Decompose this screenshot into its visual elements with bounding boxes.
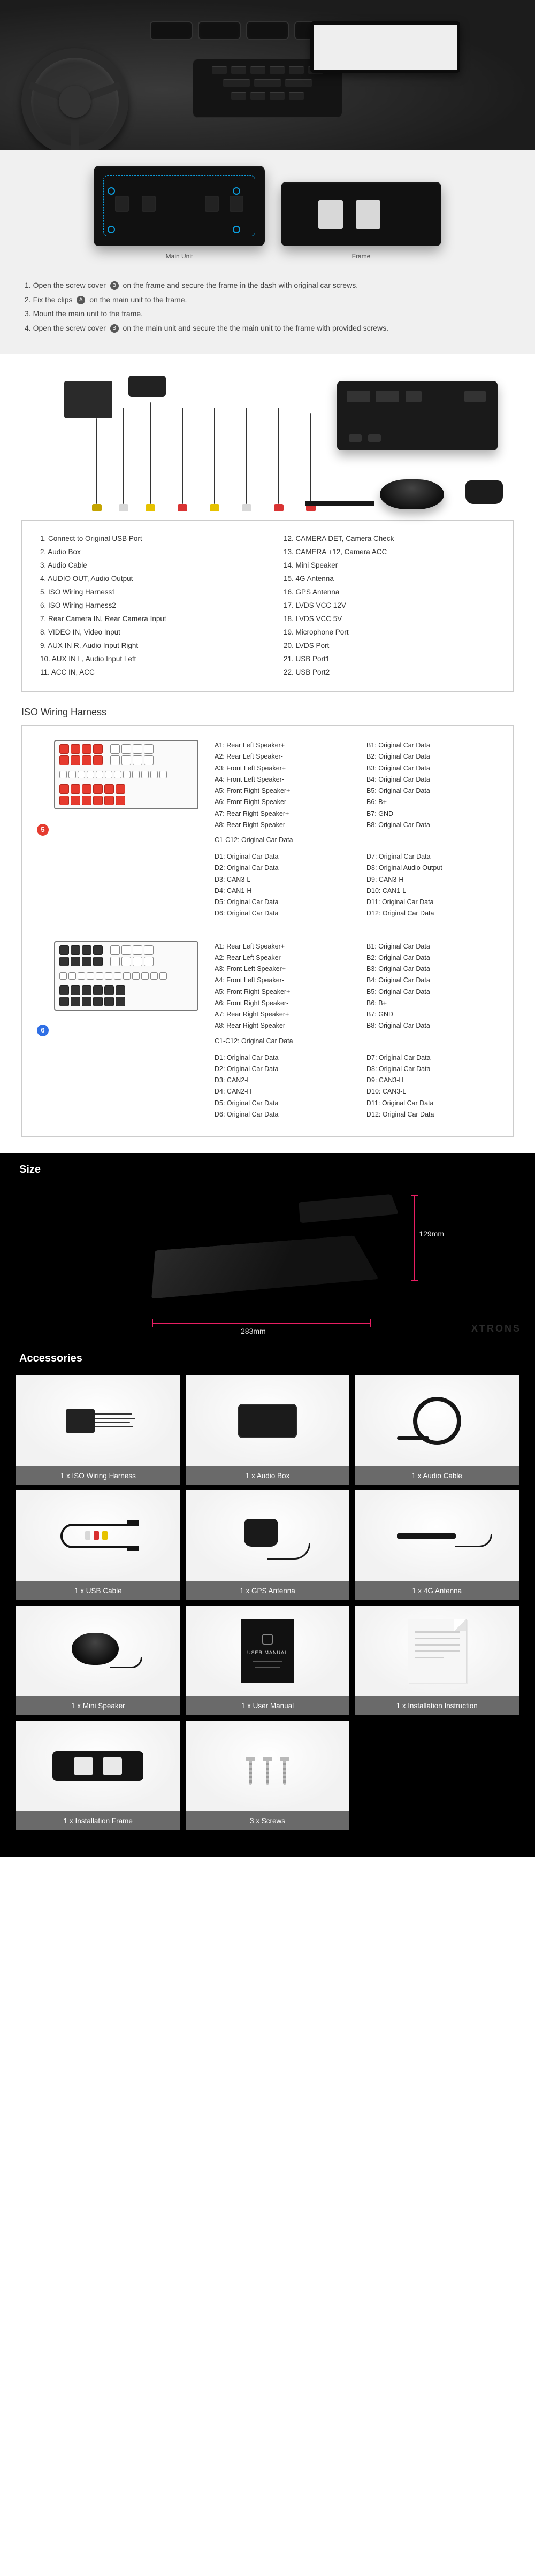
accessory-label: 1 x USB Cable <box>16 1581 180 1600</box>
legend-item: 4. AUDIO OUT, Audio Output <box>40 572 251 586</box>
install-step: 1. Open the screw cover B on the frame a… <box>25 278 514 293</box>
size-section: Size 129mm 283mm XTRONS <box>0 1153 535 1342</box>
legend-item: 20. LVDS Port <box>284 639 495 653</box>
dim-height: 129mm <box>419 1229 444 1238</box>
accessory-image <box>186 1490 350 1581</box>
main-unit-illustration: Main Unit <box>94 166 265 260</box>
accessory-cell: 1 x 4G Antenna <box>355 1490 519 1600</box>
legend-item: 21. USB Port1 <box>284 653 495 666</box>
iso-d-list: D1: Original Car DataD2: Original Car Da… <box>215 1052 497 1121</box>
badge-b-icon: B <box>110 324 119 333</box>
accessories-section: Accessories 1 x ISO Wiring Harness 1 x Au… <box>0 1342 535 1857</box>
legend-item: 16. GPS Antenna <box>284 586 495 599</box>
legend-item: 8. VIDEO IN, Video Input <box>40 626 251 639</box>
wiring-kit-illustration <box>21 370 514 520</box>
install-step: 3. Mount the main unit to the frame. <box>25 307 514 321</box>
legend-item: 13. CAMERA +12, Camera ACC <box>284 546 495 559</box>
steering-wheel-illustration <box>21 48 128 150</box>
legend-item: 10. AUX IN L, Audio Input Left <box>40 653 251 666</box>
dim-width: 283mm <box>241 1327 266 1335</box>
legend-item: 1. Connect to Original USB Port <box>40 532 251 546</box>
legend-item: 12. CAMERA DET, Camera Check <box>284 532 495 546</box>
legend-item: 17. LVDS VCC 12V <box>284 599 495 613</box>
accessory-cell: 1 x Mini Speaker <box>16 1606 180 1715</box>
iso-c-note: C1-C12: Original Car Data <box>215 1037 497 1045</box>
legend-item: 5. ISO Wiring Harness1 <box>40 586 251 599</box>
wiring-kit-area: 1. Connect to Original USB Port2. Audio … <box>0 354 535 1153</box>
main-unit-label: Main Unit <box>94 253 265 260</box>
legend-item: 9. AUX IN R, Audio Input Right <box>40 639 251 653</box>
legend-item: 2. Audio Box <box>40 546 251 559</box>
badge-b-icon: B <box>110 281 119 290</box>
accessory-cell: 1 x GPS Antenna <box>186 1490 350 1600</box>
iso-panel: 5 A1: Rear Left Speaker+A2: Rear Left Spe… <box>21 725 514 1137</box>
accessory-image: USER MANUAL <box>186 1606 350 1696</box>
legend-item: 6. ISO Wiring Harness2 <box>40 599 251 613</box>
accessory-cell: 1 x Audio Cable <box>355 1375 519 1485</box>
head-unit-screen <box>310 21 460 73</box>
badge-a-icon: A <box>77 296 85 304</box>
iso-group: 6 A1: Rear Left Speaker+A2: Rear Left Spe… <box>38 941 497 1121</box>
accessory-image <box>355 1375 519 1466</box>
accessory-cell: 1 x Installation Frame <box>16 1721 180 1830</box>
dashboard-hero <box>0 0 535 150</box>
accessory-image <box>16 1606 180 1696</box>
legend-item: 15. 4G Antenna <box>284 572 495 586</box>
accessory-image <box>186 1375 350 1466</box>
legend-item: 18. LVDS VCC 5V <box>284 613 495 626</box>
legend-item: 3. Audio Cable <box>40 559 251 572</box>
iso-d-list: D1: Original Car DataD2: Original Car Da… <box>215 851 497 920</box>
iso-group: 5 A1: Rear Left Speaker+A2: Rear Left Spe… <box>38 740 497 920</box>
accessory-label: 1 x Audio Cable <box>355 1466 519 1485</box>
accessory-label: 1 x ISO Wiring Harness <box>16 1466 180 1485</box>
accessory-label: 1 x 4G Antenna <box>355 1581 519 1600</box>
accessory-cell: 1 x ISO Wiring Harness <box>16 1375 180 1485</box>
install-step: 4. Open the screw cover B on the main un… <box>25 321 514 335</box>
accessory-label: 1 x User Manual <box>186 1696 350 1715</box>
legend-item: 7. Rear Camera IN, Rear Camera Input <box>40 613 251 626</box>
iso-title: ISO Wiring Harness <box>21 707 514 718</box>
accessory-image <box>186 1721 350 1811</box>
accessory-label: 3 x Screws <box>186 1811 350 1830</box>
air-vents <box>150 21 337 40</box>
legend-item: 19. Microphone Port <box>284 626 495 639</box>
accessory-label: 1 x Installation Instruction <box>355 1696 519 1715</box>
size-illustration: 129mm 283mm <box>155 1192 380 1315</box>
iso-connector <box>54 941 198 1011</box>
iso-ab-list: A1: Rear Left Speaker+A2: Rear Left Spea… <box>215 740 497 831</box>
legend-box: 1. Connect to Original USB Port2. Audio … <box>21 520 514 692</box>
accessory-label: 1 x GPS Antenna <box>186 1581 350 1600</box>
install-panel: Main Unit Frame 1. Open the screw cover … <box>0 150 535 354</box>
accessory-cell: USER MANUAL1 x User Manual <box>186 1606 350 1715</box>
accessory-image <box>16 1375 180 1466</box>
install-step: 2. Fix the clips A on the main unit to t… <box>25 293 514 307</box>
legend-item: 11. ACC IN, ACC <box>40 666 251 679</box>
legend-item: 22. USB Port2 <box>284 666 495 679</box>
size-title: Size <box>0 1153 535 1181</box>
accessories-title: Accessories <box>0 1342 535 1370</box>
iso-tag: 6 <box>37 1025 49 1036</box>
accessory-cell: 1 x USB Cable <box>16 1490 180 1600</box>
iso-ab-list: A1: Rear Left Speaker+A2: Rear Left Spea… <box>215 941 497 1032</box>
frame-label: Frame <box>281 253 441 260</box>
legend-list: 1. Connect to Original USB Port2. Audio … <box>22 521 513 691</box>
accessory-cell: 1 x Installation Instruction <box>355 1606 519 1715</box>
accessory-cell: 3 x Screws <box>186 1721 350 1830</box>
accessory-image <box>16 1490 180 1581</box>
legend-item: 14. Mini Speaker <box>284 559 495 572</box>
accessory-label: 1 x Mini Speaker <box>16 1696 180 1715</box>
brand-watermark: XTRONS <box>471 1323 521 1334</box>
accessory-image <box>16 1721 180 1811</box>
accessory-label: 1 x Audio Box <box>186 1466 350 1485</box>
iso-c-note: C1-C12: Original Car Data <box>215 836 497 844</box>
install-steps: 1. Open the screw cover B on the frame a… <box>21 278 514 335</box>
iso-tag: 5 <box>37 824 49 836</box>
iso-connector <box>54 740 198 809</box>
accessory-label: 1 x Installation Frame <box>16 1811 180 1830</box>
frame-illustration: Frame <box>281 182 441 260</box>
accessory-cell: 1 x Audio Box <box>186 1375 350 1485</box>
accessory-image <box>355 1490 519 1581</box>
accessory-image <box>355 1606 519 1696</box>
accessories-grid: 1 x ISO Wiring Harness 1 x Audio Box 1 x A… <box>16 1375 519 1830</box>
